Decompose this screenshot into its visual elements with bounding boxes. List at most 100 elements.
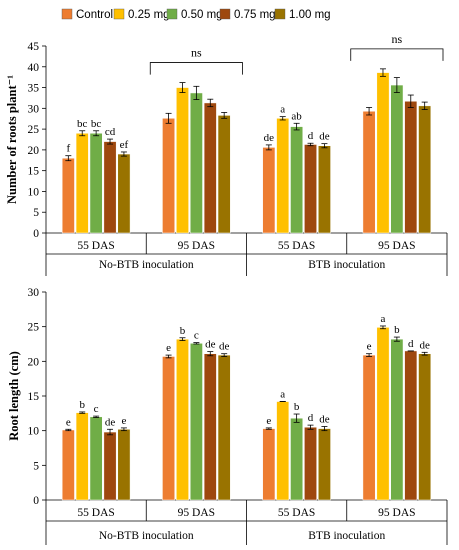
legend-label: 0.25 mg	[128, 9, 170, 21]
significance-letter: de	[105, 416, 116, 428]
bar	[189, 92, 203, 234]
significance-letter: ab	[291, 110, 302, 122]
x-group-label: BTB inoculation	[308, 530, 385, 542]
bar	[117, 153, 131, 234]
bar	[262, 428, 276, 501]
y-tick-label: 25	[28, 322, 40, 334]
significance-letter: d	[308, 412, 314, 424]
significance-letter: c	[194, 330, 199, 342]
y-tick-label: 30	[28, 287, 40, 299]
y-tick-label: 15	[28, 166, 40, 178]
significance-letter: b	[394, 324, 400, 336]
legend: Control 0.25 mg 0.50 mg 0.75 mg 1.00 mg	[61, 8, 331, 21]
y-tick-label: 0	[33, 228, 39, 240]
y-tick-label: 10	[28, 186, 40, 198]
bar	[217, 354, 231, 501]
bar	[390, 338, 404, 501]
bar	[75, 133, 89, 234]
bar	[304, 426, 317, 501]
x-category-label: 55 DAS	[77, 507, 114, 519]
significance-letter: bc	[77, 118, 88, 130]
bar	[189, 343, 203, 501]
bar	[162, 356, 175, 501]
bar	[103, 431, 117, 501]
legend-label: 0.50 mg	[181, 9, 223, 21]
chart-number-of-roots: 0 5 10 15 20 25 30 35 40 45 Number of roots plant⁻…	[5, 32, 448, 276]
bar	[376, 327, 390, 501]
significance-letter: e	[121, 415, 126, 427]
y-tick-label: 30	[28, 103, 40, 115]
significance-letter: de	[219, 341, 230, 353]
significance-letter: ef	[120, 139, 129, 151]
significance-letter: bc	[91, 118, 102, 130]
significance-letter: cd	[105, 126, 116, 138]
legend-swatch	[61, 8, 73, 20]
bar	[290, 126, 304, 234]
bar	[61, 157, 75, 234]
legend-swatch	[274, 8, 286, 20]
y-axis-title: Root length (cm)	[7, 351, 21, 441]
ns-bracket	[350, 48, 444, 61]
significance-letter: b	[79, 399, 85, 411]
significance-letter: e	[266, 415, 271, 427]
bar	[176, 87, 189, 234]
bar	[404, 101, 418, 234]
y-tick-label: 35	[28, 83, 40, 95]
legend-swatch	[166, 8, 178, 20]
bar	[176, 338, 189, 501]
x-group-label: No-BTB inoculation	[99, 530, 194, 542]
significance-letter: a	[381, 313, 386, 325]
bar	[362, 110, 376, 234]
x-category-label: 95 DAS	[178, 240, 215, 252]
bar	[276, 118, 290, 234]
bar	[318, 428, 331, 501]
x-group-label: BTB inoculation	[308, 259, 385, 271]
bar	[362, 354, 376, 501]
y-tick-label: 5	[33, 460, 39, 472]
bar	[304, 144, 317, 234]
x-category-label: 55 DAS	[278, 507, 315, 519]
bar	[318, 145, 331, 234]
significance-letter: a	[280, 389, 285, 401]
bar	[418, 353, 432, 501]
y-tick-label: 20	[28, 356, 40, 368]
x-category-label: 55 DAS	[77, 240, 114, 252]
significance-letter: de	[205, 339, 216, 351]
x-category-label: 95 DAS	[378, 507, 415, 519]
bar	[203, 353, 217, 501]
significance-letter: a	[280, 104, 285, 116]
significance-letter: b	[180, 325, 186, 337]
bar	[290, 417, 304, 501]
bar	[117, 429, 131, 501]
significance-letter: f	[66, 143, 70, 155]
bar	[203, 102, 217, 234]
significance-letter: b	[294, 401, 300, 413]
y-tick-label: 15	[28, 391, 40, 403]
significance-letter: e	[166, 342, 171, 354]
significance-letter: d	[408, 338, 414, 350]
significance-letter: e	[66, 416, 71, 428]
bar	[61, 429, 75, 501]
bar	[276, 401, 290, 501]
ns-bracket	[149, 62, 243, 75]
significance-letter: d	[308, 130, 314, 142]
y-tick-label: 0	[33, 495, 39, 507]
legend-label: 0.75 mg	[234, 9, 276, 21]
significance-letter: e	[367, 341, 372, 353]
x-category-label: 55 DAS	[278, 240, 315, 252]
y-tick-label: 5	[33, 207, 39, 219]
bar	[262, 147, 276, 234]
y-axis-title: Number of roots plant⁻¹	[5, 75, 19, 204]
bar	[376, 72, 390, 234]
x-group-label: No-BTB inoculation	[99, 259, 194, 271]
legend-label: Control	[76, 9, 113, 21]
significance-letter: de	[264, 132, 275, 144]
bar	[89, 133, 103, 234]
legend-swatch	[113, 8, 125, 20]
bar	[162, 118, 175, 234]
y-tick-label: 25	[28, 124, 40, 136]
ns-label: ns	[392, 32, 403, 46]
y-tick-label: 10	[28, 426, 40, 438]
legend-label: 1.00 mg	[289, 9, 331, 21]
